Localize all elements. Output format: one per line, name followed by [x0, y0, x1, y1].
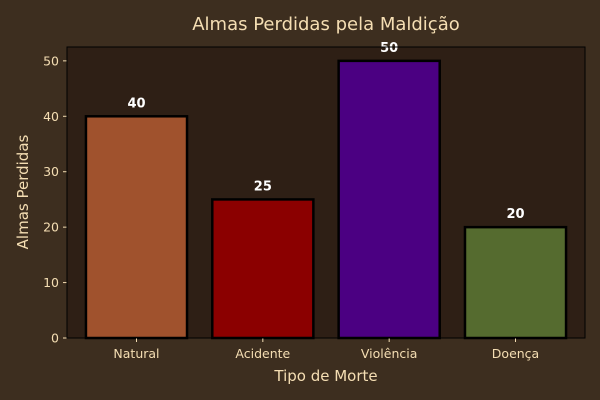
- bar-doença: [463, 225, 568, 340]
- x-axis-label: Tipo de Morte: [273, 367, 377, 385]
- x-tick-label: Acidente: [235, 346, 290, 361]
- data-label: 40: [127, 96, 145, 111]
- bar-acidente: [211, 198, 315, 340]
- data-label: 50: [380, 41, 398, 56]
- x-tick-label: Violência: [361, 346, 418, 361]
- y-tick-label: 10: [43, 275, 59, 290]
- bar-natural: [84, 115, 189, 340]
- y-tick-label: 40: [43, 109, 59, 124]
- y-tick-label: 50: [43, 53, 59, 68]
- x-tick-label: Natural: [113, 346, 159, 361]
- y-tick-label: 20: [43, 220, 59, 235]
- data-label: 20: [506, 207, 524, 222]
- bar-violência: [337, 59, 441, 340]
- chart-title: Almas Perdidas pela Maldição: [192, 14, 460, 35]
- y-tick-label: 0: [51, 331, 59, 346]
- y-tick-label: 30: [43, 164, 59, 179]
- x-tick-label: Doença: [492, 346, 539, 361]
- plot-frame: [66, 46, 586, 339]
- y-axis-label: Almas Perdidas: [14, 134, 32, 249]
- data-label: 25: [254, 179, 272, 194]
